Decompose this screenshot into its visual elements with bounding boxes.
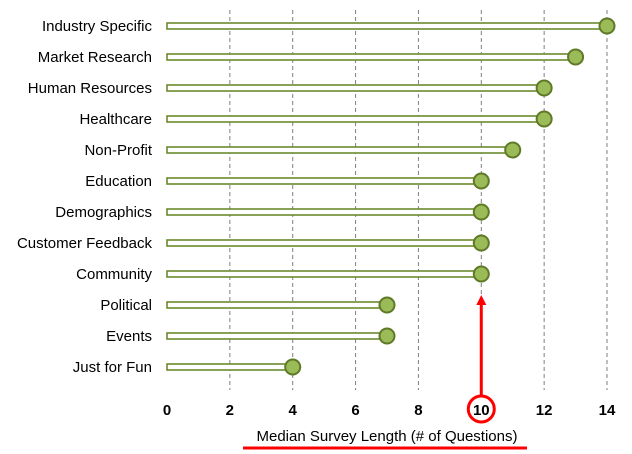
category-labels: Industry Specific Market Research Human Re… [17,18,153,376]
marker-11 [284,358,302,376]
stems [166,22,608,371]
marker-6 [472,203,490,221]
x-tick-12: 12 [536,402,553,419]
stem-2 [166,84,545,92]
category-label-1: Market Research [38,49,152,66]
category-label-3: Healthcare [79,111,152,128]
stem-4 [166,146,514,154]
x-tick-labels: 0 2 4 6 8 10 12 14 [163,402,616,419]
stem-9 [166,301,388,309]
marker-8 [472,265,490,283]
stem-0 [166,22,608,30]
x-axis-label: Median Survey Length (# of Questions) [257,428,518,445]
x-tick-8: 8 [414,402,422,419]
stem-11 [166,363,294,371]
marker-0 [598,17,616,35]
category-label-8: Community [76,266,152,283]
x-tick-0: 0 [163,402,171,419]
category-label-9: Political [100,297,152,314]
stem-10 [166,332,388,340]
category-label-7: Customer Feedback [17,235,153,252]
markers [284,17,616,376]
category-label-5: Education [85,173,152,190]
x-tick-14: 14 [599,402,616,419]
marker-3 [535,110,553,128]
category-label-0: Industry Specific [42,18,153,35]
marker-9 [378,296,396,314]
marker-1 [567,48,585,66]
x-tick-2: 2 [226,402,234,419]
stem-7 [166,239,483,247]
x-tick-10: 10 [473,402,490,419]
marker-2 [535,79,553,97]
x-tick-6: 6 [351,402,359,419]
marker-5 [472,172,490,190]
stem-1 [166,53,577,61]
annotations [243,295,527,450]
grid-lines [229,10,608,390]
stem-6 [166,208,483,216]
stem-8 [166,270,483,278]
marker-7 [472,234,490,252]
category-label-4: Non-Profit [84,142,152,159]
x-tick-4: 4 [289,402,298,419]
marker-10 [378,327,396,345]
category-label-6: Demographics [55,204,152,221]
category-label-2: Human Resources [28,80,152,97]
category-label-11: Just for Fun [73,359,152,376]
marker-4 [504,141,522,159]
stem-3 [166,115,545,123]
category-label-10: Events [106,328,152,345]
stem-5 [166,177,483,185]
